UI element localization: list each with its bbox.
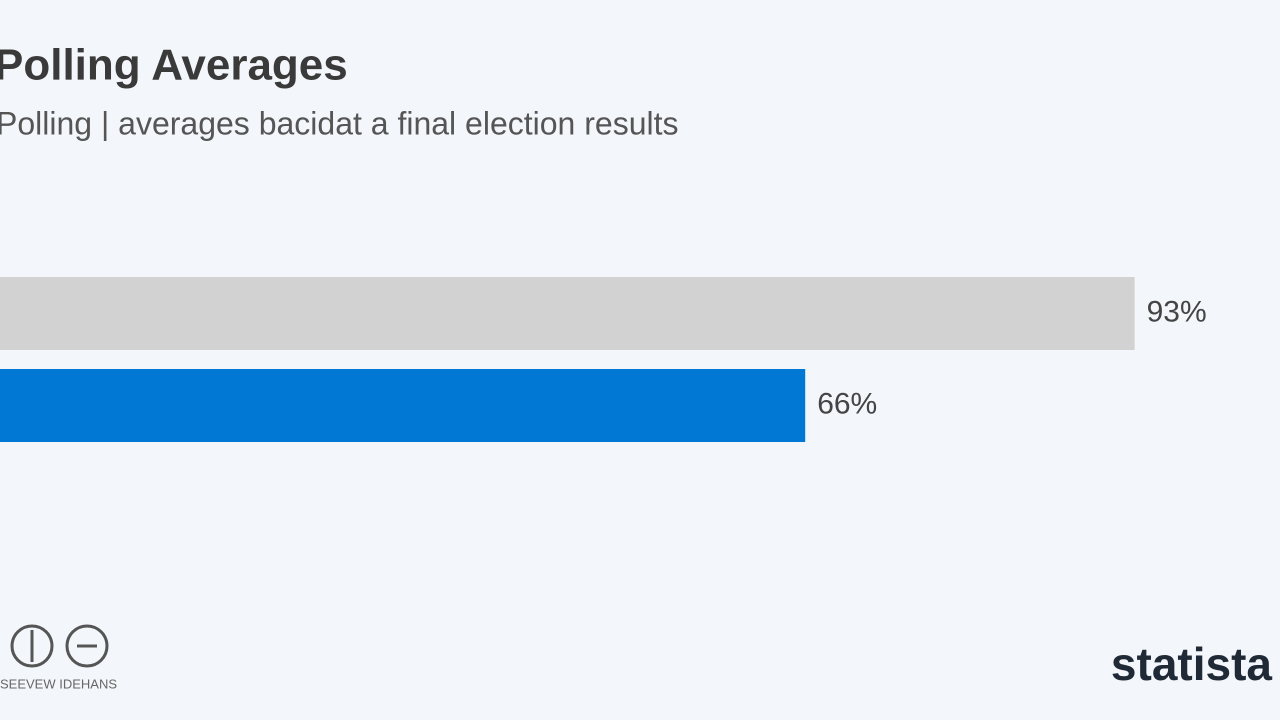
footer-text: SEEVEW IDEHANS xyxy=(0,676,117,691)
icon xyxy=(65,624,109,668)
brand-logo: statista xyxy=(1111,638,1272,690)
bar xyxy=(0,369,806,442)
chart-subtitle: Polling | averages bacidat a final elect… xyxy=(0,105,678,141)
footer-icons xyxy=(10,624,109,668)
bar xyxy=(0,277,1135,350)
value-label: 66% xyxy=(817,387,877,420)
value-label: 93% xyxy=(1147,295,1207,328)
icon xyxy=(10,624,54,668)
chart-title: Polling Averages xyxy=(0,41,348,90)
